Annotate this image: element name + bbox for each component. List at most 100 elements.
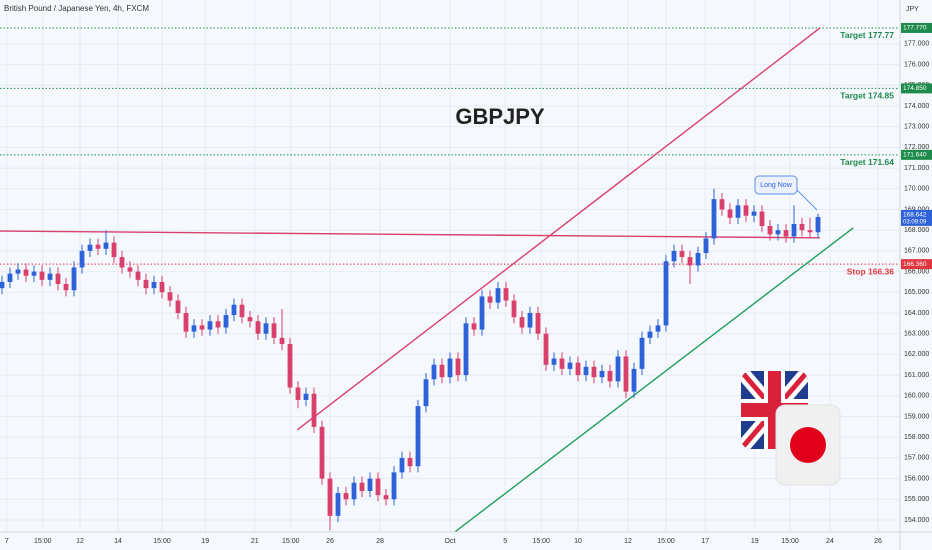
currency: JPY (906, 6, 919, 13)
candle-body (319, 426, 325, 479)
candle-body (151, 281, 157, 289)
candle-body (207, 321, 213, 330)
x-tick-label: 24 (826, 538, 834, 545)
last-price-text: 168.642 (903, 212, 927, 219)
x-tick-label: 15:00 (34, 538, 52, 545)
japan-flag (775, 404, 841, 486)
last-price-badge (901, 209, 932, 226)
annotation: Long Now (754, 175, 818, 211)
x-tick-label: 17 (701, 538, 709, 545)
y-tick-label: 174.000 (904, 103, 929, 110)
x-tick-label: 19 (201, 538, 209, 545)
candle-body (655, 325, 661, 332)
candle-body (191, 325, 197, 332)
candle-body (247, 317, 253, 322)
candle-body (583, 366, 589, 376)
candle-body (591, 366, 597, 378)
candle-body (223, 315, 229, 328)
level-badge (901, 83, 932, 94)
x-tick-label: 15:00 (781, 538, 799, 545)
x-tick-label: 26 (326, 538, 334, 545)
y-tick-label: 167.000 (904, 248, 929, 255)
candle-body (255, 321, 261, 334)
candle-body (447, 358, 453, 378)
y-tick-label: 176.000 (904, 61, 929, 68)
candle-body (511, 300, 517, 318)
y-tick-label: 164.000 (904, 310, 929, 317)
candle-body (31, 271, 37, 276)
y-tick-label: 157.000 (904, 455, 929, 462)
candle-body (239, 304, 245, 318)
candle-body (679, 250, 685, 258)
candle-body (743, 205, 749, 216)
candle-body (159, 281, 165, 293)
candle-body (783, 230, 789, 237)
x-tick-label: 15:00 (282, 538, 300, 545)
candle-body (7, 273, 13, 282)
candle-body (367, 478, 373, 492)
y-tick-label: 156.000 (904, 475, 929, 482)
candle-body (95, 244, 101, 249)
trend-line (454, 227, 854, 533)
candle-body (439, 364, 445, 378)
candle-body (759, 211, 765, 227)
candle-body (351, 482, 357, 500)
candle-body (463, 323, 469, 376)
level-label: Stop 166.36 (847, 266, 895, 276)
candle-body (423, 379, 429, 407)
candle-body (167, 292, 173, 301)
candle-body (287, 344, 293, 388)
trend-line (296, 27, 821, 431)
y-tick-label: 154.000 (904, 517, 929, 524)
level-label: Target 171.64 (840, 157, 894, 167)
y-tick-label: 171.000 (904, 165, 929, 172)
candle-body (455, 358, 461, 376)
candle-body (807, 230, 813, 233)
candle-body (663, 261, 669, 326)
level-badge (901, 259, 932, 270)
x-tick-label: 15:00 (657, 538, 675, 545)
candle-body (311, 393, 317, 427)
y-tick-label: 161.000 (904, 372, 929, 379)
candle-body (615, 356, 621, 382)
candle-body (327, 478, 333, 516)
candle-body (295, 387, 301, 400)
y-tick-label: 160.000 (904, 393, 929, 400)
level-badge-text: 171.640 (903, 152, 927, 159)
candle-body (695, 252, 701, 266)
candle-body (471, 323, 477, 330)
candle-body (647, 331, 653, 338)
candle-body (527, 312, 533, 328)
candle-body (495, 288, 501, 303)
level-label: Target 177.77 (840, 30, 894, 40)
candle-body (599, 370, 605, 378)
callout-text: Long Now (760, 182, 792, 189)
y-tick-label: 165.000 (904, 289, 929, 296)
candle-body (23, 269, 29, 276)
candle-body (639, 337, 645, 369)
candle-body (47, 273, 53, 280)
candle-body (607, 370, 613, 382)
candle-body (231, 304, 237, 316)
candle-body (575, 362, 581, 376)
x-tick-label: Oct (445, 538, 456, 545)
candle-body (431, 364, 437, 380)
level-label: Target 174.85 (840, 91, 894, 101)
level-badge-text: 177.770 (903, 25, 927, 32)
candle-body (0, 281, 5, 289)
level-badge-text: 174.850 (903, 85, 927, 92)
countdown-text: 03:09:09 (903, 219, 927, 225)
candle-body (559, 358, 565, 369)
candle-body (551, 358, 557, 365)
x-tick-label: 7 (5, 538, 9, 545)
candle-body (359, 482, 365, 492)
candle-body (799, 223, 805, 231)
x-tick-label: 12 (76, 538, 84, 545)
candle-body (519, 317, 525, 328)
candle-body (79, 250, 85, 268)
candle-body (711, 199, 717, 239)
candle-body (719, 199, 725, 210)
x-tick-label: 21 (251, 538, 259, 545)
y-tick-label: 162.000 (904, 351, 929, 358)
callout-box (754, 175, 798, 195)
